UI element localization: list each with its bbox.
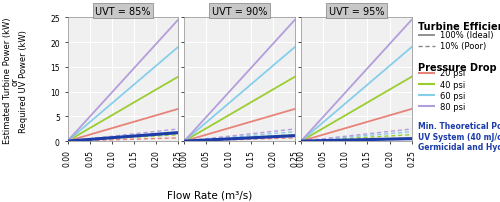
Text: Required UV Power (kW): Required UV Power (kW) [20, 30, 28, 132]
Text: Estimated Turbine Power (kW): Estimated Turbine Power (kW) [3, 18, 12, 144]
Title: UVT = 90%: UVT = 90% [212, 7, 268, 17]
Text: 10% (Poor): 10% (Poor) [440, 42, 486, 51]
Title: UVT = 85%: UVT = 85% [95, 7, 150, 17]
Text: 80 psi: 80 psi [440, 102, 466, 111]
Text: 20 psi: 20 psi [440, 69, 466, 78]
Text: 40 psi: 40 psi [440, 80, 466, 89]
Text: Min. Theoretical Power Required for
UV System (40 mJ/cm², 100%
Germicidal and Hy: Min. Theoretical Power Required for UV S… [418, 122, 500, 151]
Text: 100% (Ideal): 100% (Ideal) [440, 31, 494, 40]
Text: Pressure Drop (psi): Pressure Drop (psi) [418, 63, 500, 73]
Text: Turbine Efficiency: Turbine Efficiency [418, 22, 500, 32]
Text: or: or [10, 77, 20, 85]
Text: 60 psi: 60 psi [440, 91, 466, 100]
Text: Flow Rate (m³/s): Flow Rate (m³/s) [168, 190, 252, 200]
Title: UVT = 95%: UVT = 95% [328, 7, 384, 17]
